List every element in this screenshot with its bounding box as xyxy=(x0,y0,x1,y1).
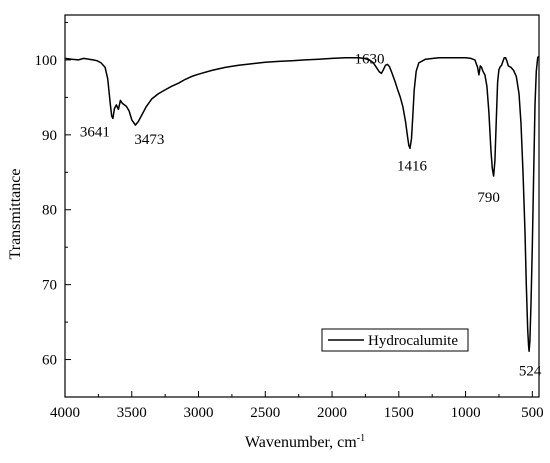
x-tick-label: 1500 xyxy=(384,405,414,421)
y-tick-label: 90 xyxy=(42,128,57,144)
ticks-layer: 4000 3500 3000 2500 2000 1500 1000 500 60 70 80 90 1… xyxy=(35,21,544,421)
peak-label-790: 790 xyxy=(477,190,500,206)
x-tick-label: 4000 xyxy=(50,405,80,421)
legend-box xyxy=(321,328,469,352)
peak-labels: 3641 3473 1630 1416 790 524 xyxy=(80,51,542,379)
y-tick-label: 100 xyxy=(35,53,58,69)
x-tick-label: 2000 xyxy=(317,405,347,421)
x-tick-label: 500 xyxy=(521,405,544,421)
peak-label-3473: 3473 xyxy=(134,132,164,148)
x-tick-label: 1000 xyxy=(451,405,481,421)
legend: Hydrocalumite xyxy=(321,328,469,352)
plot-area-frame xyxy=(64,14,540,398)
y-tick-label: 60 xyxy=(42,353,57,369)
y-tick-label: 80 xyxy=(42,203,57,219)
series-line-hydrocalumite xyxy=(64,55,540,353)
x-tick-label: 3000 xyxy=(184,405,214,421)
y-axis-label: Transmittance xyxy=(7,169,24,260)
y-tick-label: 70 xyxy=(42,278,57,294)
x-tick-label: 2500 xyxy=(250,405,280,421)
x-axis-label: Wavenumber, cm-1 xyxy=(245,433,365,451)
peak-label-1630: 1630 xyxy=(354,51,384,67)
peak-label-524: 524 xyxy=(519,363,542,379)
legend-label: Hydrocalumite xyxy=(368,333,458,349)
peak-label-3641: 3641 xyxy=(80,124,110,140)
x-tick-label: 3500 xyxy=(117,405,147,421)
peak-label-1416: 1416 xyxy=(397,158,428,174)
